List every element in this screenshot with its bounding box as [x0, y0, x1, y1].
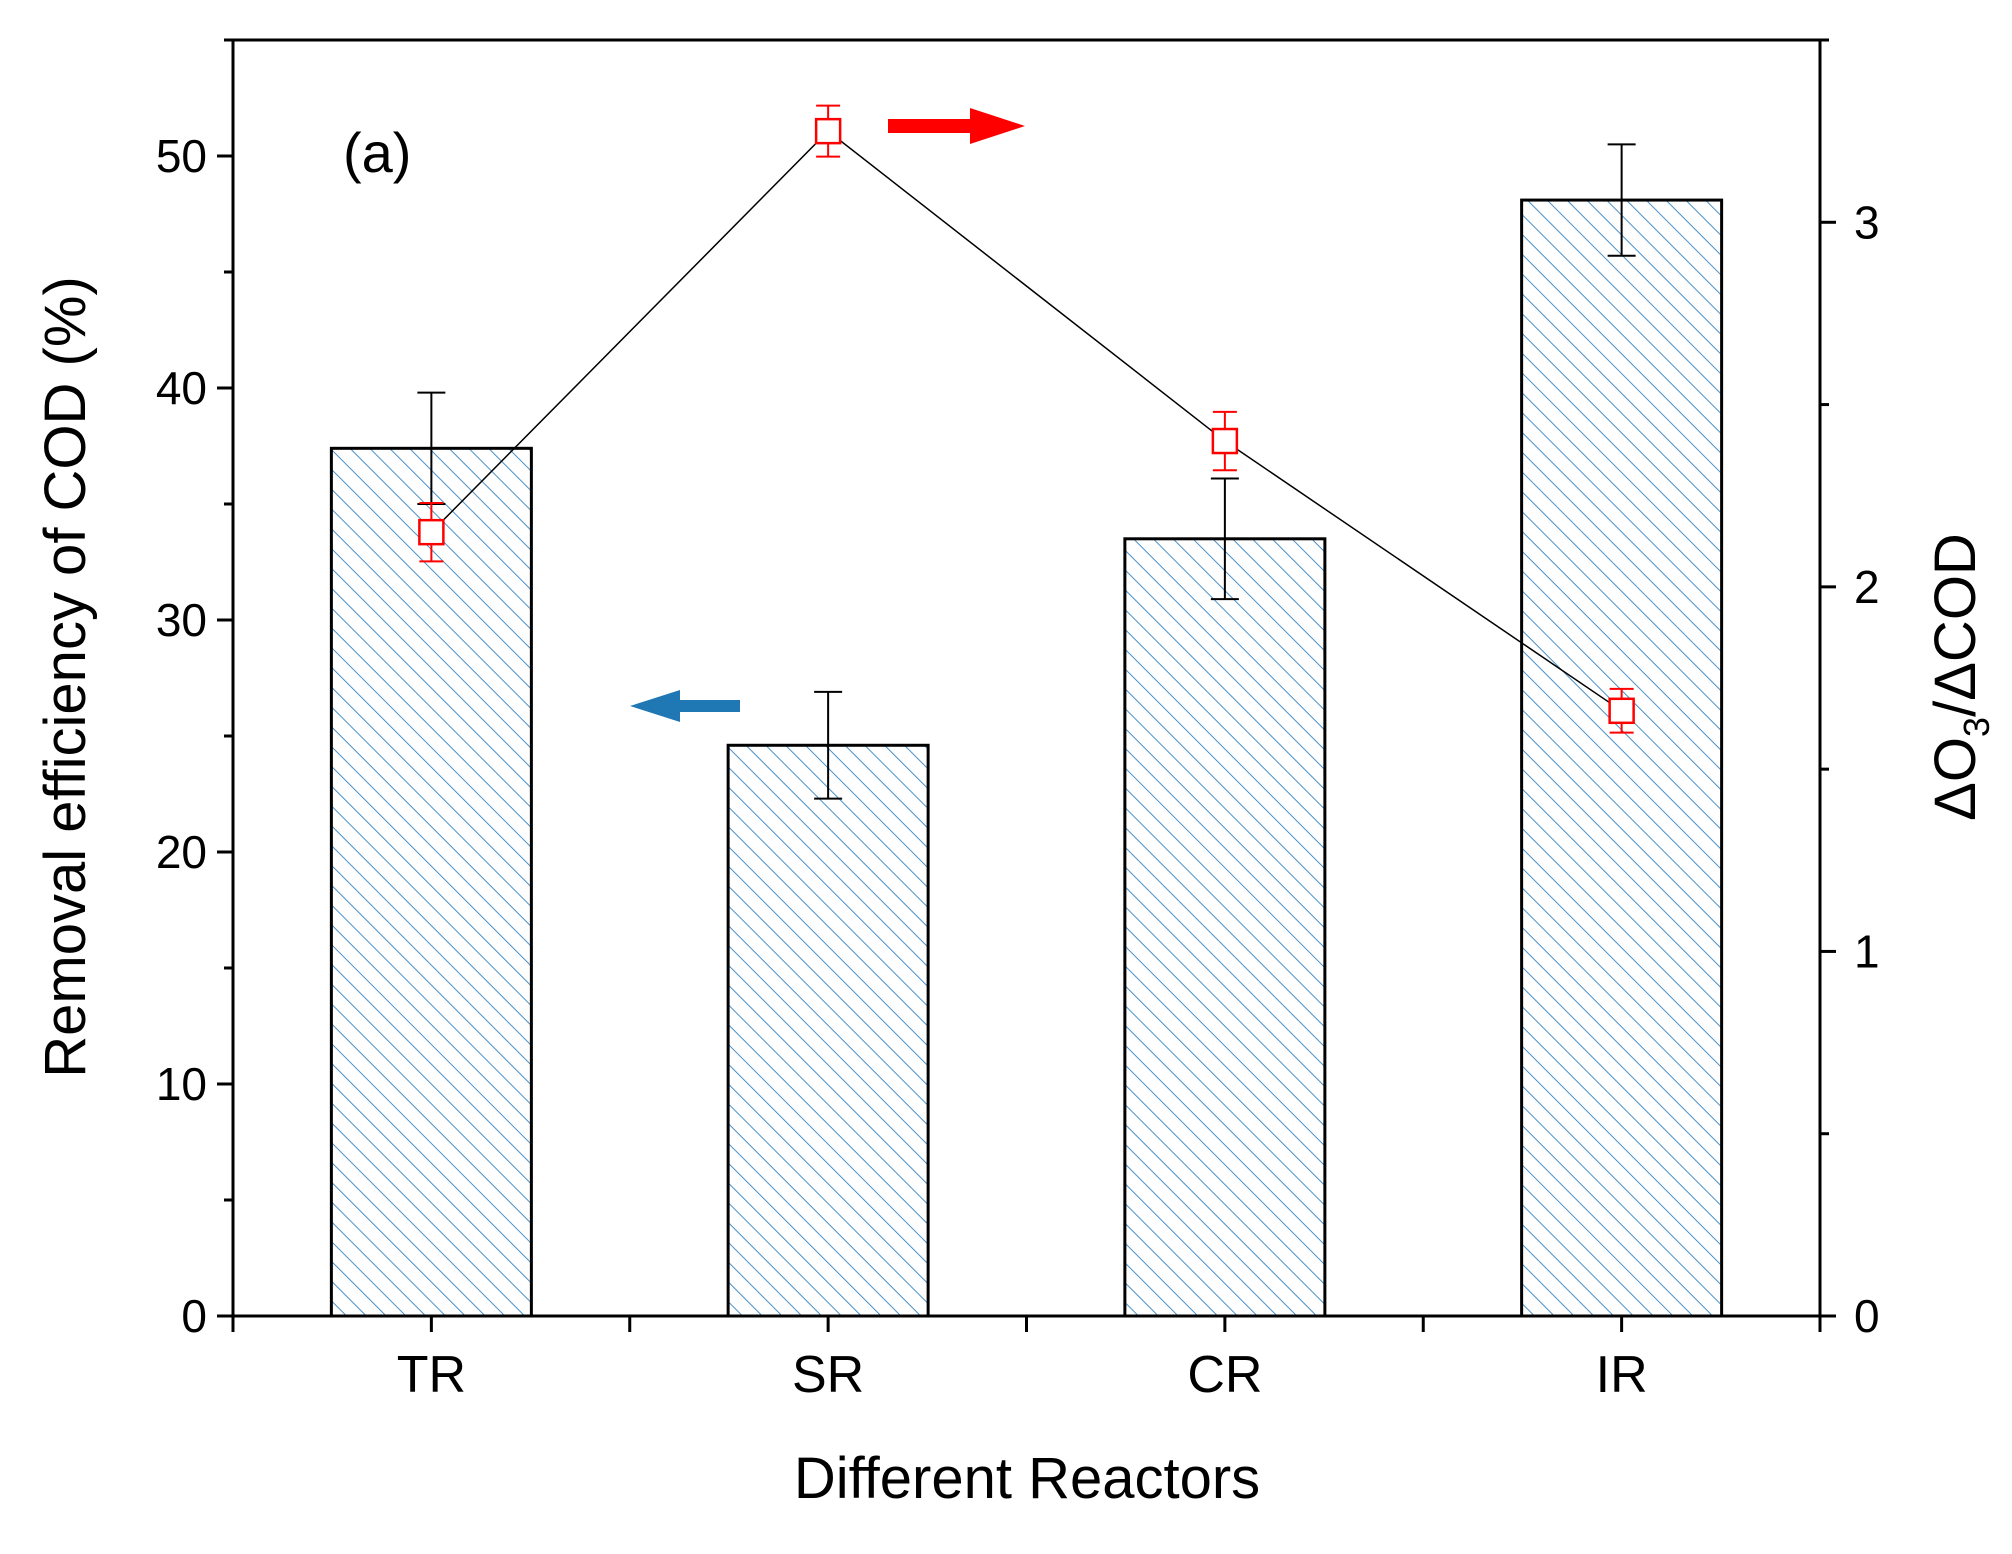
right-y-axis-title: ΔO3/ΔCOD [1923, 533, 1997, 821]
ratio-point-sr [814, 104, 842, 158]
bar-cr [1123, 537, 1327, 1318]
category-label-tr: TR [397, 1346, 466, 1404]
left-tick-label: 20 [156, 826, 207, 878]
bar-sr [726, 743, 930, 1318]
left-axis-arrow-icon [630, 690, 740, 722]
right-tick-label: 2 [1854, 561, 1880, 613]
ratio-line [430, 130, 1623, 712]
bar-error-sr [814, 690, 843, 800]
ratio-point-cr [1211, 410, 1239, 472]
bar-error-bars [417, 143, 1636, 800]
left-tick-label: 0 [181, 1290, 207, 1342]
right-tick-label: 3 [1854, 196, 1880, 248]
right-axis-arrow-icon [888, 108, 1025, 144]
right-y-axis: 0 1 2 3 [1820, 38, 1880, 1342]
category-label-cr: CR [1187, 1346, 1262, 1404]
bar-error-cr [1210, 477, 1239, 601]
bar-tr [329, 446, 533, 1318]
left-tick-label: 30 [156, 594, 207, 646]
category-label-sr: SR [792, 1346, 864, 1404]
right-tick-label: 0 [1854, 1290, 1880, 1342]
ratio-line-series [418, 104, 1635, 734]
panel-label: (a) [343, 121, 411, 184]
x-axis: TR SR CR IR [231, 1316, 1822, 1404]
bars-layer [329, 198, 1724, 1318]
bar-error-ir [1607, 143, 1636, 257]
ratio-point-ir [1608, 687, 1635, 734]
ratio-point-tr [418, 502, 445, 563]
left-y-axis-title: Removal efficiency of COD (%) [33, 276, 98, 1078]
left-tick-label: 10 [156, 1058, 207, 1110]
x-axis-title: Different Reactors [794, 1446, 1260, 1511]
right-tick-label: 1 [1854, 925, 1880, 977]
category-label-ir: IR [1596, 1346, 1648, 1404]
left-tick-label: 40 [156, 362, 207, 414]
left-tick-label: 50 [156, 130, 207, 182]
left-y-axis: 0 10 20 30 40 50 [156, 38, 233, 1342]
bar-ir [1520, 198, 1724, 1318]
